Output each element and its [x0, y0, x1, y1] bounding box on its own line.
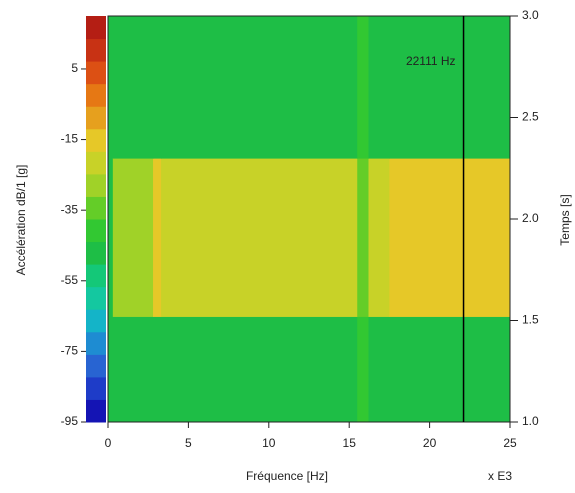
- colorbar-step: [86, 151, 106, 175]
- colorbar-step: [86, 399, 106, 423]
- y2-axis-label: Temps [s]: [558, 194, 572, 245]
- colorbar-tick-label: -55: [61, 273, 79, 287]
- x-tick-label: 5: [185, 436, 192, 450]
- heatmap-cell: [112, 158, 154, 317]
- y2-tick-label: 2.5: [522, 110, 539, 124]
- colorbar-tick-label: -75: [61, 344, 79, 358]
- cursor-label: 22111 Hz: [406, 54, 456, 68]
- heatmap-cell: [112, 316, 154, 423]
- colorbar-step: [86, 83, 106, 107]
- heatmap-cell: [357, 316, 369, 423]
- y2-tick-label: 1.5: [522, 313, 539, 327]
- x-tick-label: 15: [343, 436, 357, 450]
- colorbar-step: [86, 286, 106, 310]
- colorbar-step: [86, 61, 106, 85]
- heatmap-cell: [368, 158, 390, 317]
- heatmap-cell: [161, 16, 358, 159]
- colorbar-step: [86, 376, 106, 400]
- colorbar-tick-label: 5: [71, 61, 78, 75]
- heatmap-cell: [161, 316, 358, 423]
- x-tick-label: 10: [262, 436, 276, 450]
- heatmap-cell: [357, 158, 369, 317]
- heatmap-cell: [153, 158, 162, 317]
- y2-tick-label: 1.0: [522, 414, 539, 428]
- colorbar-step: [86, 219, 106, 243]
- colorbar-step: [86, 106, 106, 130]
- y-axis-label: Accélération dB/1 [g]: [14, 165, 28, 276]
- colorbar-step: [86, 241, 106, 265]
- x-tick-label: 20: [423, 436, 437, 450]
- colorbar-step: [86, 38, 106, 62]
- colorbar-step: [86, 173, 106, 197]
- colorbar-tick-label: -35: [61, 202, 79, 216]
- colorbar-step: [86, 354, 106, 378]
- y2-tick-label: 3.0: [522, 8, 539, 22]
- colorbar-step: [86, 309, 106, 333]
- colorbar-tick-label: -15: [61, 132, 79, 146]
- heatmap-cell: [389, 16, 511, 159]
- colorbar-tick-label: -95: [61, 414, 79, 428]
- x-axis-label: Fréquence [Hz]: [246, 469, 328, 483]
- x-tick-label: 0: [105, 436, 112, 450]
- colorbar-step: [86, 16, 106, 40]
- heatmap-cell: [153, 316, 162, 423]
- x-tick-label: 25: [503, 436, 517, 450]
- colorbar-step: [86, 128, 106, 152]
- heatmap-cell: [389, 158, 511, 317]
- colorbar-step: [86, 331, 106, 355]
- colorbar-step: [86, 264, 106, 288]
- heatmap-cell: [161, 158, 358, 317]
- heatmap-cell: [153, 16, 162, 159]
- colorbar-step: [86, 196, 106, 220]
- heatmap-cell: [368, 316, 390, 423]
- y2-tick-label: 2.0: [522, 211, 539, 225]
- heatmap-cell: [112, 16, 154, 159]
- heatmap-cell: [357, 16, 369, 159]
- heatmap-cell: [389, 316, 511, 423]
- heatmap-cell: [368, 16, 390, 159]
- x-multiplier: x E3: [488, 469, 512, 483]
